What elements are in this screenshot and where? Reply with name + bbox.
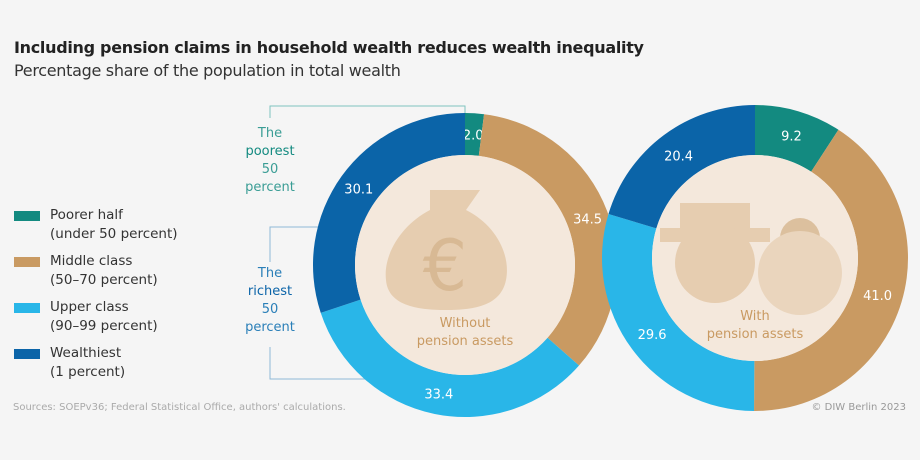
donut-slice: [755, 105, 839, 172]
data-label: 30.1: [344, 182, 373, 197]
legend-sublabel: (90–99 percent): [50, 318, 158, 334]
legend-item-middle-class: Middle class (50–70 percent): [14, 252, 178, 298]
center-label: Without: [440, 316, 491, 331]
center-label: With: [740, 309, 770, 324]
legend-label: Upper class: [50, 299, 129, 315]
donut-slice: [754, 129, 908, 411]
chart-subtitle: Percentage share of the population in to…: [14, 61, 401, 80]
elderly-couple-icon: [660, 203, 842, 315]
svg-text:€: €: [423, 225, 468, 307]
legend-sublabel: (1 percent): [50, 364, 126, 380]
legend-sublabel: (50–70 percent): [50, 272, 158, 288]
legend-swatch: [14, 349, 40, 359]
data-label: 34.5: [573, 213, 602, 228]
center-label: pension assets: [707, 327, 804, 342]
richest-annotation: The richest 50 percent: [245, 266, 295, 335]
data-label: 41.0: [863, 289, 892, 304]
legend-swatch: [14, 257, 40, 267]
donut-slice: [320, 299, 580, 417]
legend-item-upper-class: Upper class (90–99 percent): [14, 298, 178, 344]
data-label: 29.6: [638, 328, 667, 343]
donut-slice: [608, 105, 755, 229]
donut-slice: [601, 214, 755, 411]
donut-without-pension: 2.0 34.5 33.4 30.1 € Without pension assets: [313, 113, 618, 417]
legend-label: Wealthiest: [50, 345, 122, 361]
legend: Poorer half (under 50 percent) Middle cla…: [14, 206, 178, 390]
legend-label: Middle class: [50, 253, 133, 269]
donut-with-pension: 9.2 41.0 29.6 20.4 With pension assets: [601, 105, 908, 411]
chart-title: Including pension claims in household we…: [14, 38, 644, 57]
legend-item-wealthiest: Wealthiest (1 percent): [14, 344, 178, 390]
legend-item-poorer-half: Poorer half (under 50 percent): [14, 206, 178, 252]
legend-swatch: [14, 211, 40, 221]
donut-slice: [478, 114, 618, 366]
data-label: 2.0: [463, 128, 484, 143]
data-label: 20.4: [664, 149, 693, 164]
source-note: Sources: SOEPv36; Federal Statistical Of…: [13, 402, 346, 413]
data-label: 33.4: [424, 387, 453, 402]
donut-slice: [465, 113, 485, 156]
richest-bracket: [269, 226, 375, 380]
data-label: 9.2: [781, 129, 802, 144]
legend-sublabel: (under 50 percent): [50, 226, 178, 242]
poorest-annotation: The poorest 50 percent: [245, 126, 295, 195]
donut-slice: [313, 113, 465, 313]
money-bag-euro-icon: €: [385, 190, 507, 310]
center-label: pension assets: [417, 334, 514, 349]
copyright: © DIW Berlin 2023: [811, 402, 906, 413]
legend-swatch: [14, 303, 40, 313]
legend-label: Poorer half: [50, 207, 123, 223]
